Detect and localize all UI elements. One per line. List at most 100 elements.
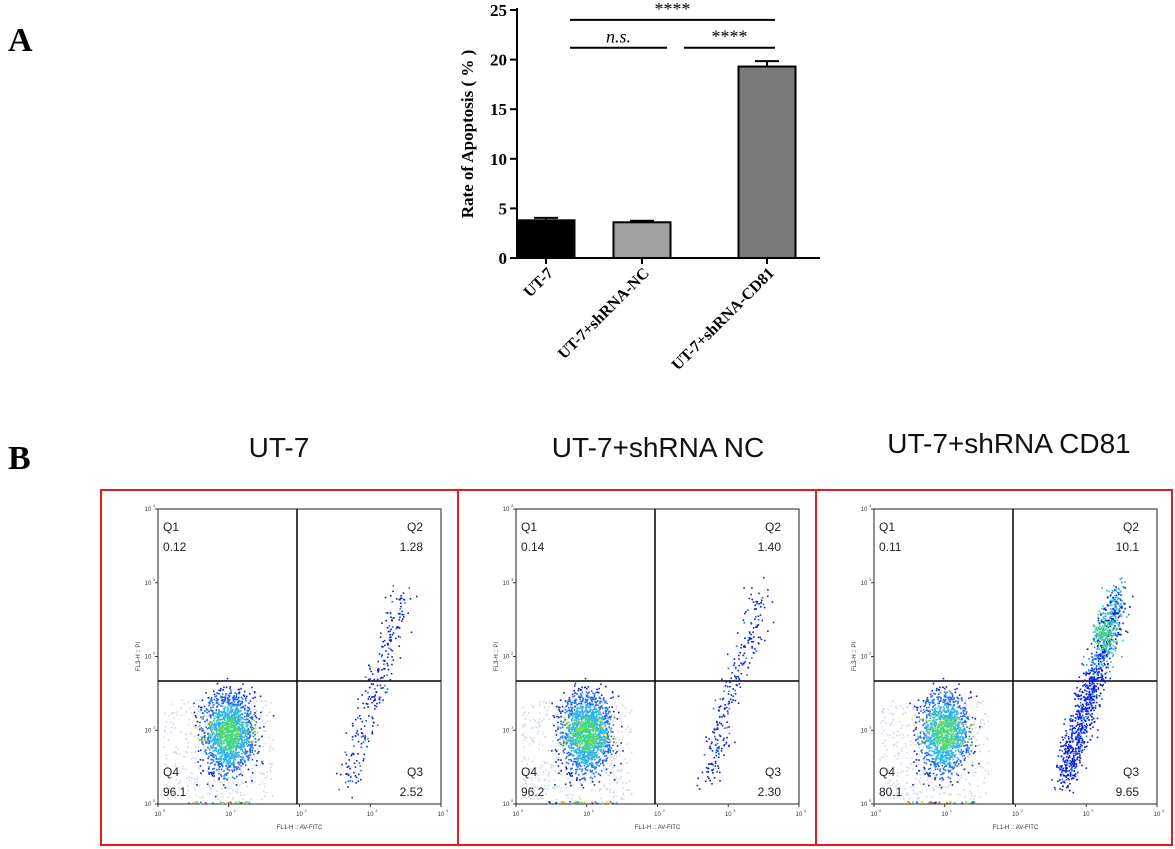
x-tick-label: 10 (583, 812, 590, 818)
event-dot (174, 765, 177, 768)
event-dot (596, 761, 598, 764)
event-dot (246, 756, 249, 759)
event-dot (595, 802, 598, 804)
event-dot (600, 743, 603, 746)
event-dot (226, 721, 228, 724)
event-dot (604, 721, 606, 724)
event-dot (233, 753, 236, 755)
event-dot (574, 706, 576, 708)
event-dot (238, 691, 241, 694)
event-dot (574, 735, 577, 738)
event-dot (232, 782, 235, 785)
x-tick-label: 10 (225, 812, 232, 818)
event-dot (593, 725, 596, 727)
event-dot (229, 721, 231, 724)
event-dot (572, 760, 575, 763)
event-dot (760, 599, 763, 602)
event-dot (577, 795, 580, 798)
event-dot (588, 777, 591, 780)
event-dot (213, 754, 216, 757)
event-dot (609, 718, 611, 720)
event-dot (594, 743, 597, 746)
y-tick-label: 10 (145, 802, 152, 808)
event-dot (620, 776, 622, 778)
event-dot (255, 700, 258, 703)
event-dot (202, 741, 204, 743)
x-tick-label: 10 (1012, 812, 1019, 818)
event-dot (229, 745, 232, 748)
event-dot (208, 727, 211, 729)
event-dot (212, 712, 214, 715)
event-dot (593, 713, 595, 716)
event-dot (580, 747, 583, 749)
quadrant-value-q1: 0.14 (521, 540, 545, 554)
event-dot (225, 764, 228, 767)
event-dot (234, 722, 236, 724)
event-dot (630, 730, 633, 733)
event-dot (213, 771, 215, 774)
event-dot (398, 619, 401, 621)
event-dot (972, 724, 974, 727)
event-dot (606, 741, 608, 743)
event-dot (207, 697, 210, 699)
event-dot (243, 794, 245, 796)
event-dot (235, 745, 237, 748)
event-dot (349, 767, 351, 770)
event-dot (581, 691, 584, 694)
event-dot (734, 741, 736, 744)
event-dot (231, 769, 233, 772)
event-dot (605, 787, 608, 790)
event-dot (731, 672, 733, 674)
event-dot (218, 723, 221, 726)
event-dot (243, 695, 246, 698)
event-dot (410, 631, 413, 634)
event-dot (208, 704, 210, 707)
event-dot (590, 690, 593, 693)
event-dot (233, 768, 236, 771)
event-dot (613, 778, 616, 781)
event-dot (251, 757, 254, 760)
event-dot (224, 714, 227, 716)
event-dot (216, 740, 219, 743)
event-dot (591, 758, 594, 761)
event-dot (216, 713, 218, 715)
event-dot (250, 726, 252, 728)
event-dot (379, 684, 382, 687)
event-dot (559, 710, 561, 713)
event-dot (536, 721, 539, 724)
event-dot (615, 708, 618, 710)
event-dot (604, 725, 607, 728)
event-dot (566, 736, 569, 738)
event-dot (715, 720, 718, 723)
event-dot (599, 758, 602, 761)
event-dot (580, 752, 582, 754)
event-dot (249, 747, 252, 749)
event-dot (594, 728, 596, 730)
event-dot (544, 736, 546, 738)
event-dot (612, 710, 615, 713)
event-dot (606, 767, 609, 770)
event-dot (195, 724, 197, 727)
event-dot (572, 793, 574, 796)
event-dot (217, 715, 220, 718)
event-dot (205, 753, 208, 755)
event-dot (597, 721, 600, 723)
event-dot (234, 726, 237, 729)
event-dot (569, 752, 572, 755)
event-dot (235, 741, 238, 743)
event-dot (591, 788, 593, 791)
event-dot (227, 735, 230, 737)
event-dot (382, 687, 384, 689)
event-dot (238, 730, 240, 732)
event-dot (203, 714, 205, 717)
event-dot (215, 722, 217, 725)
event-dot (570, 750, 573, 752)
event-dot (580, 802, 582, 804)
event-dot (583, 768, 585, 770)
event-dot (580, 723, 582, 726)
event-dot (211, 755, 214, 758)
event-dot (740, 646, 742, 649)
event-dot (721, 678, 723, 681)
event-dot (570, 744, 572, 747)
